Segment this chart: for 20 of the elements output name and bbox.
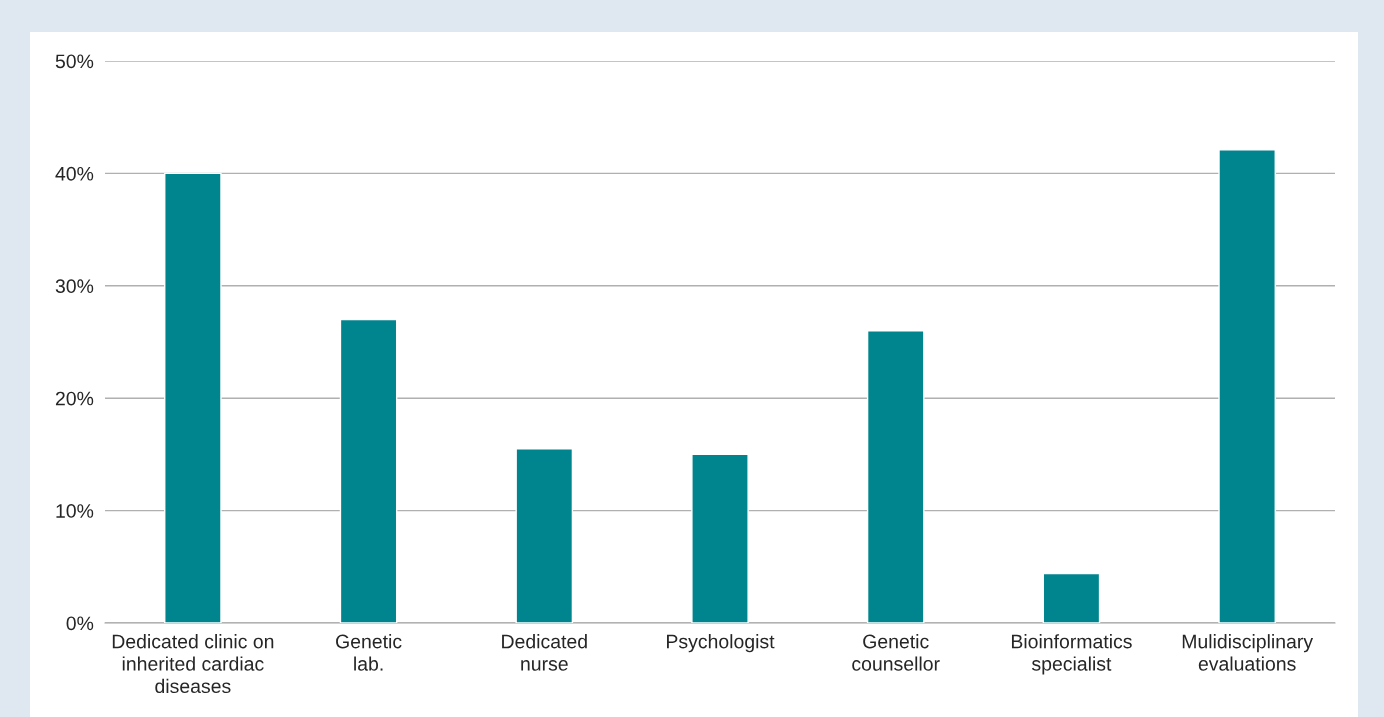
y-tick-label: 0% (66, 616, 94, 631)
x-tick-label: Genetic counsellor (852, 634, 940, 671)
y-tick-label: 20% (55, 391, 94, 406)
bar (515, 448, 574, 623)
bar (1218, 149, 1276, 623)
y-tick-label: 40% (55, 166, 94, 181)
x-tick-label: Bioinformatics specialist (1011, 634, 1132, 675)
x-tick-label: Mulidisciplinary evaluations (1182, 634, 1314, 671)
x-tick-label: Psychologist (667, 634, 775, 653)
bar (866, 330, 925, 623)
bar (339, 318, 398, 623)
y-tick-label: 10% (56, 504, 94, 518)
x-tick-label: Genetic lab. (336, 634, 402, 671)
y-tick-label: 50% (55, 54, 94, 69)
bar (164, 172, 222, 623)
bar (1042, 572, 1101, 623)
x-tick-label: Dedicated clinic on inherited cardiac diseases (112, 634, 274, 694)
bar (691, 453, 749, 623)
y-tick-label: 30% (55, 279, 94, 294)
x-tick-label: Dedicated nurse (502, 634, 587, 671)
